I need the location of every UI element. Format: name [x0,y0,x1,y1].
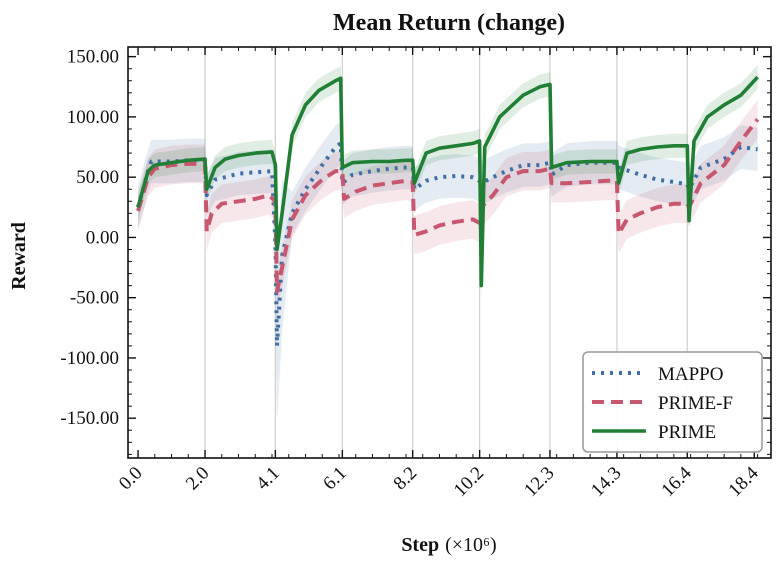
x-tick-label-2: 4.1 [252,463,284,495]
y-tick-label-1: 100.00 [67,107,119,128]
series-line-prime-f [136,118,760,294]
x-tick-label-4: 8.2 [390,463,422,495]
y-tick-label-4: -50.00 [70,288,119,309]
x-tick-label-7: 14.3 [587,463,625,501]
confidence-bands [138,65,758,422]
axes-frame [127,46,772,459]
y-tick-label-3: 0.00 [86,227,119,248]
legend-label-prime-f: PRIME-F [658,393,733,414]
y-axis-label: Reward [8,222,30,290]
chart-title: Mean Return (change) [333,10,565,36]
band-mappo [138,121,758,422]
x-tick-label-8: 16.4 [657,462,696,501]
legend-box [582,351,763,453]
y-tick-label-5: -100.00 [60,348,119,369]
series-lines [136,75,760,348]
legend-label-mappo: MAPPO [658,364,723,385]
x-axis-label: Step (×10⁶) [401,534,496,556]
x-tick-label-3: 6.1 [319,463,351,495]
band-prime [138,65,758,298]
legend: MAPPO PRIME-F PRIME [582,351,763,453]
x-tick-label-0: 0.0 [115,463,147,495]
x-axis-label-suffix: (×10⁶) [445,534,497,556]
legend-label-prime: PRIME [658,422,716,443]
y-tick-label-2: 50.00 [76,167,119,188]
plot-frame [127,46,772,459]
series-line-prime [136,75,759,288]
x-tick-label-6: 12.3 [520,463,558,501]
y-tick-label-0: 150.00 [67,47,119,68]
y-tick-label-6: -150.00 [60,408,119,429]
x-tick-label-1: 2.0 [182,463,214,495]
series-line-mappo [136,141,758,348]
x-tick-label-5: 10.2 [450,463,488,501]
band-prime-f [138,100,758,311]
x-tick-label-9: 18.4 [724,462,763,501]
x-axis-label-text: Step [401,534,439,556]
